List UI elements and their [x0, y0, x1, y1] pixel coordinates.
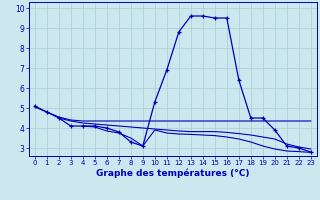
X-axis label: Graphe des températures (°C): Graphe des températures (°C): [96, 169, 250, 178]
